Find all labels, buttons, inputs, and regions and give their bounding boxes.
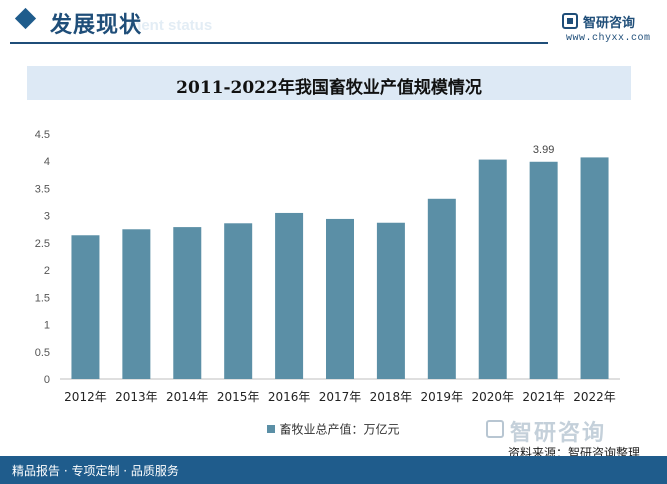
x-tick-label: 2014年 bbox=[166, 390, 209, 404]
x-tick-label: 2018年 bbox=[370, 390, 413, 404]
bar-2012年 bbox=[71, 235, 100, 379]
chart-title-band: 2011-2022年我国畜牧业产值规模情况 bbox=[27, 66, 631, 100]
section-header: ment status 发展现状 智研咨询 www.chyxx.com bbox=[0, 0, 667, 46]
legend-swatch bbox=[267, 424, 276, 433]
bar-2021年 bbox=[529, 161, 558, 379]
x-tick-label: 2021年 bbox=[522, 390, 565, 404]
chart-legend: 畜牧业总产值：万亿元 bbox=[0, 420, 667, 438]
y-tick-label: 4 bbox=[44, 156, 50, 168]
brand-url: www.chyxx.com bbox=[566, 33, 651, 44]
bar-2018年 bbox=[376, 222, 405, 379]
chart-title: 2011-2022年我国畜牧业产值规模情况 bbox=[176, 78, 482, 98]
bar-2022年 bbox=[580, 157, 609, 379]
footer-tagline: 精品报告 · 专项定制 · 品质服务 bbox=[12, 464, 179, 478]
bar-2016年 bbox=[275, 212, 304, 379]
header-divider bbox=[10, 42, 548, 44]
y-tick-label: 2 bbox=[44, 265, 50, 277]
x-tick-label: 2022年 bbox=[573, 390, 616, 404]
bar-2017年 bbox=[326, 218, 354, 379]
y-tick-label: 4.5 bbox=[35, 129, 50, 141]
source-watermark: 智研咨询 bbox=[510, 421, 607, 446]
section-title: 发展现状 bbox=[50, 13, 143, 38]
data-label: 3.99 bbox=[533, 144, 554, 156]
x-tick-label: 2016年 bbox=[268, 390, 311, 404]
y-tick-label: 1 bbox=[44, 320, 50, 332]
y-tick-label: 0 bbox=[44, 374, 50, 386]
bar-2015年 bbox=[224, 223, 253, 379]
source-logo-icon bbox=[486, 420, 504, 438]
bar-2020年 bbox=[478, 159, 507, 379]
y-tick-label: 2.5 bbox=[35, 238, 50, 250]
x-tick-label: 2017年 bbox=[319, 390, 362, 404]
section-subtitle: ment status bbox=[128, 17, 213, 34]
x-tick-label: 2019年 bbox=[421, 390, 464, 404]
y-tick-label: 3.5 bbox=[35, 183, 50, 195]
x-tick-label: 2012年 bbox=[64, 390, 107, 404]
x-tick-label: 2015年 bbox=[217, 390, 260, 404]
brand-logo-icon bbox=[562, 13, 578, 29]
bar-chart: 0 0.5 1 1.5 2 2.5 3 3.5 4 4.5 2012年 2013年 2014年 2015年… bbox=[35, 129, 620, 404]
brand-name: 智研咨询 bbox=[583, 16, 636, 31]
legend-label: 畜牧业总产值：万亿元 bbox=[279, 422, 400, 437]
y-tick-label: 0.5 bbox=[35, 347, 50, 359]
x-tick-label: 2013年 bbox=[115, 390, 158, 404]
bar-2013年 bbox=[122, 229, 151, 379]
footer-band: 精品报告 · 专项定制 · 品质服务 bbox=[0, 456, 667, 484]
bar-2019年 bbox=[427, 198, 456, 379]
bar-2014年 bbox=[173, 227, 202, 379]
y-tick-label: 1.5 bbox=[35, 292, 50, 304]
y-tick-label: 3 bbox=[44, 211, 50, 223]
x-tick-label: 2020年 bbox=[471, 390, 514, 404]
